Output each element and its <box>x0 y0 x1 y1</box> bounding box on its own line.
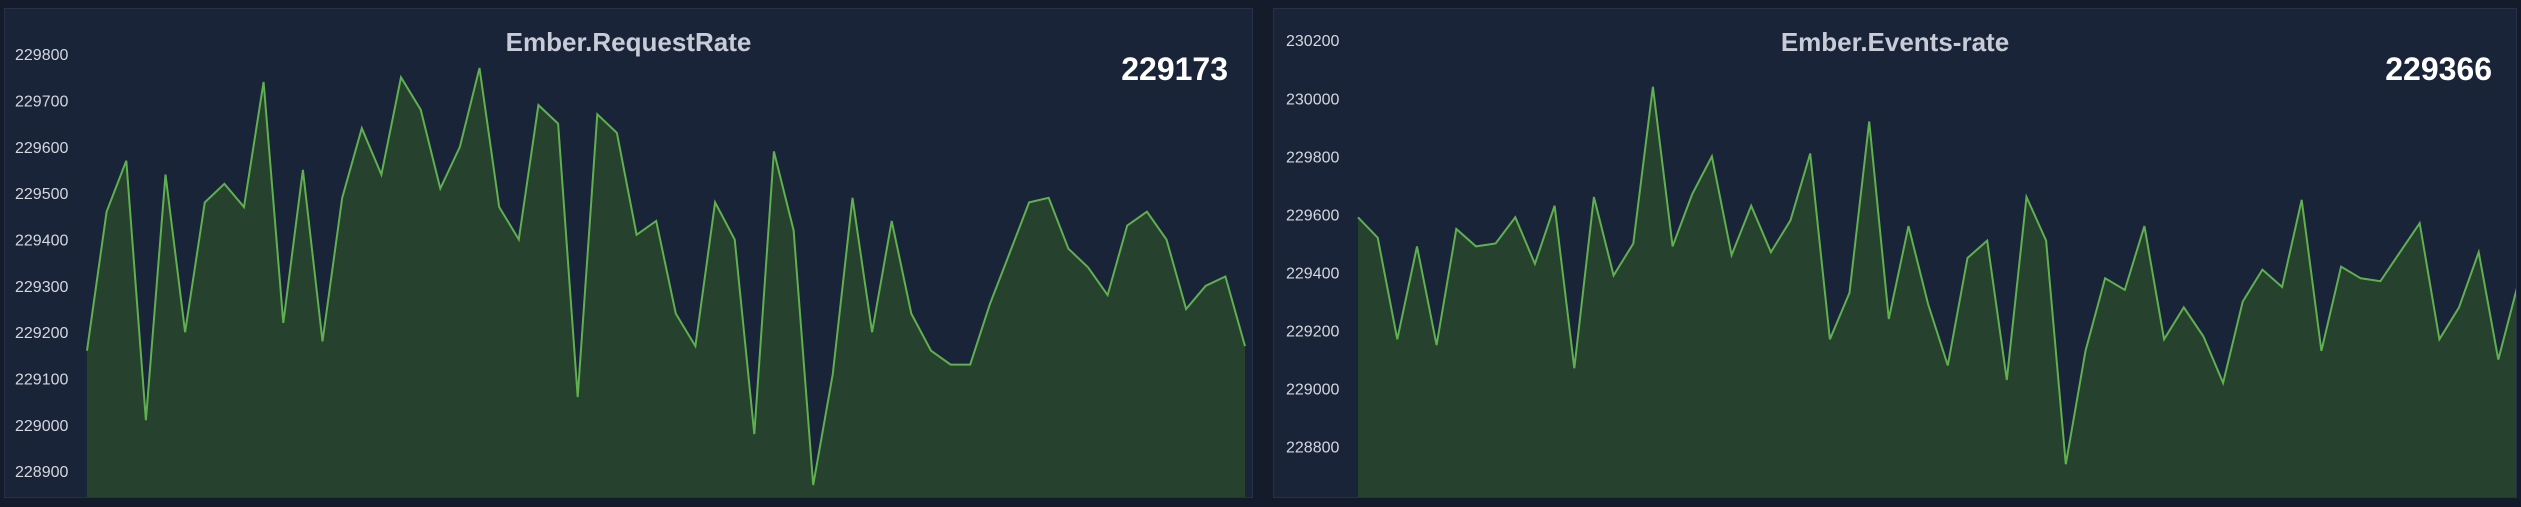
y-tick-label: 229800 <box>15 47 68 64</box>
panel-title: Ember.RequestRate <box>505 27 752 57</box>
events-rate-chart: 228800 229000 229200 229400 229600 229800 2300… <box>1286 33 2516 497</box>
request-rate-panel[interactable]: 228900 229000 229100 229200 229300 229400 2295… <box>4 8 1253 498</box>
y-tick-label: 229800 <box>1286 149 1339 166</box>
y-tick-label: 229000 <box>15 418 68 435</box>
y-tick-label: 229000 <box>1286 382 1339 399</box>
panel-title: Ember.Events-rate <box>1780 27 2010 57</box>
y-tick-label: 229600 <box>15 140 68 157</box>
y-tick-label: 229600 <box>1286 207 1339 224</box>
request-rate-chart: 228900 229000 229100 229200 229300 229400 2295… <box>15 47 1246 497</box>
y-tick-label: 229200 <box>1286 324 1339 341</box>
y-tick-label: 229300 <box>15 279 68 296</box>
y-tick-label: 228900 <box>15 464 68 481</box>
current-value: 229173 <box>1121 51 1228 87</box>
y-tick-label: 230200 <box>1286 33 1339 50</box>
y-tick-label: 229400 <box>15 233 68 250</box>
series-line <box>86 67 1246 486</box>
y-tick-label: 229500 <box>15 186 68 203</box>
y-tick-label: 229200 <box>15 325 68 342</box>
y-tick-label: 229100 <box>15 372 68 389</box>
current-value: 229366 <box>2385 51 2492 87</box>
y-tick-label: 229400 <box>1286 266 1339 283</box>
series-line <box>1357 86 2516 465</box>
y-tick-label: 230000 <box>1286 91 1339 108</box>
events-rate-panel[interactable]: 228800 229000 229200 229400 229600 229800 2300… <box>1273 8 2517 498</box>
series-area <box>87 68 1245 497</box>
series-area <box>1358 86 2516 497</box>
y-tick-label: 229700 <box>15 93 68 110</box>
y-tick-label: 228800 <box>1286 440 1339 457</box>
